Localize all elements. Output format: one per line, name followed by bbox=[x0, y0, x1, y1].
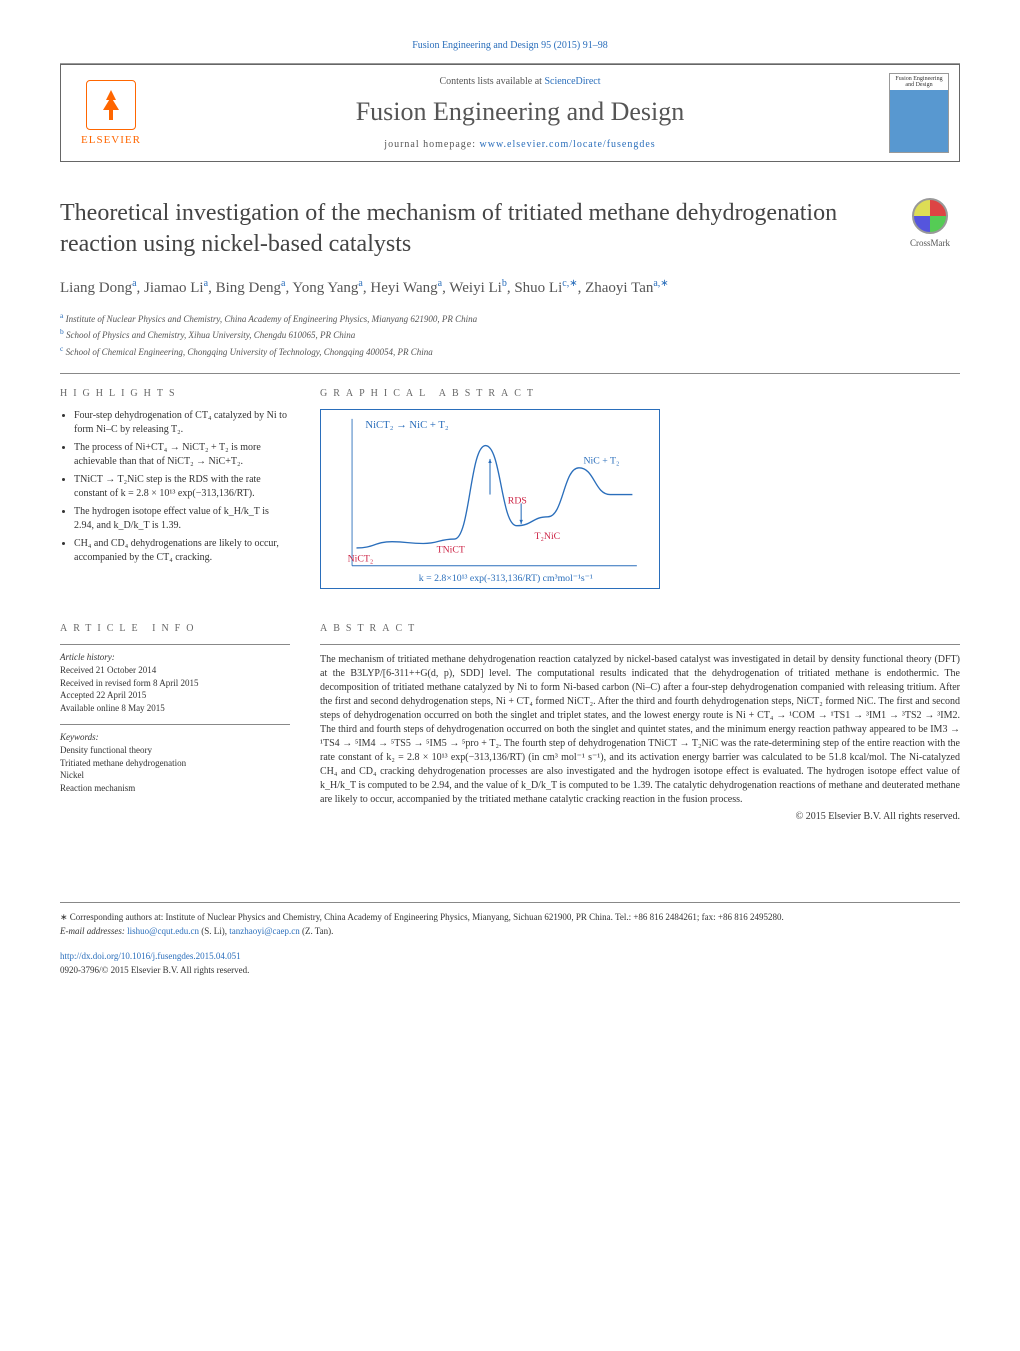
journal-homepage: journal homepage: www.elsevier.com/locat… bbox=[151, 139, 889, 150]
corresponding-author: ∗ Corresponding authors at: Institute of… bbox=[60, 911, 960, 925]
svg-text:RDS: RDS bbox=[508, 496, 527, 507]
abstract-text: The mechanism of tritiated methane dehyd… bbox=[320, 644, 960, 807]
highlight-item: CH₄ and CD₄ dehydrogenations are likely … bbox=[74, 537, 290, 565]
journal-cover-thumbnail: Fusion Engineering and Design bbox=[889, 73, 949, 153]
keyword-line: Reaction mechanism bbox=[60, 782, 290, 795]
abstract-heading: ABSTRACT bbox=[320, 623, 960, 634]
svg-text:TNiCT: TNiCT bbox=[437, 545, 465, 556]
article-info-heading: ARTICLE INFO bbox=[60, 623, 290, 634]
article-title: Theoretical investigation of the mechani… bbox=[60, 198, 880, 260]
email-label: E-mail addresses: bbox=[60, 926, 127, 936]
journal-reference: Fusion Engineering and Design 95 (2015) … bbox=[60, 40, 960, 51]
journal-header: ELSEVIER Contents lists available at Sci… bbox=[60, 64, 960, 162]
homepage-link[interactable]: www.elsevier.com/locate/fusengdes bbox=[480, 139, 656, 150]
contents-prefix: Contents lists available at bbox=[439, 76, 544, 87]
keywords-label: Keywords: bbox=[60, 732, 99, 742]
highlight-item: Four-step dehydrogenation of CT₄ catalyz… bbox=[74, 409, 290, 437]
keyword-line: Nickel bbox=[60, 769, 290, 782]
highlight-item: The process of Ni+CT₄ → NiCT₂ + T₂ is mo… bbox=[74, 441, 290, 469]
email-line: E-mail addresses: lishuo@cqut.edu.cn (S.… bbox=[60, 925, 960, 939]
crossmark-badge[interactable]: CrossMark bbox=[900, 198, 960, 248]
contents-line: Contents lists available at ScienceDirec… bbox=[151, 76, 889, 87]
history-line: Received in revised form 8 April 2015 bbox=[60, 677, 290, 690]
highlights-heading: HIGHLIGHTS bbox=[60, 388, 290, 399]
doi-link[interactable]: http://dx.doi.org/10.1016/j.fusengdes.20… bbox=[60, 951, 241, 961]
keywords-block: Keywords: Density functional theoryTriti… bbox=[60, 724, 290, 794]
sciencedirect-link[interactable]: ScienceDirect bbox=[544, 76, 600, 87]
svg-text:NiCT₂: NiCT₂ bbox=[348, 554, 374, 565]
affiliation-line: a Institute of Nuclear Physics and Chemi… bbox=[60, 310, 960, 327]
highlights-list: Four-step dehydrogenation of CT₄ catalyz… bbox=[74, 409, 290, 565]
emails: lishuo@cqut.edu.cn (S. Li), tanzhaoyi@ca… bbox=[127, 926, 333, 936]
crossmark-icon bbox=[912, 198, 948, 234]
highlight-item: TNiCT → T₂NiC step is the RDS with the r… bbox=[74, 473, 290, 501]
crossmark-label: CrossMark bbox=[900, 238, 960, 248]
affiliation-line: b School of Physics and Chemistry, Xihua… bbox=[60, 326, 960, 343]
svg-text:k = 2.8×10¹³ exp(-313,136/RT): k = 2.8×10¹³ exp(-313,136/RT) cm³mol⁻¹s⁻… bbox=[419, 573, 593, 584]
svg-text:NiCT₂ → NiC + T₂: NiCT₂ → NiC + T₂ bbox=[365, 419, 449, 431]
keyword-line: Density functional theory bbox=[60, 744, 290, 757]
footer: ∗ Corresponding authors at: Institute of… bbox=[60, 902, 960, 977]
doi-block: http://dx.doi.org/10.1016/j.fusengdes.20… bbox=[60, 950, 960, 977]
issn-line: 0920-3796/© 2015 Elsevier B.V. All right… bbox=[60, 965, 249, 975]
affiliations: a Institute of Nuclear Physics and Chemi… bbox=[60, 310, 960, 360]
divider bbox=[60, 373, 960, 374]
homepage-prefix: journal homepage: bbox=[384, 139, 479, 150]
svg-text:T₂NiC: T₂NiC bbox=[535, 531, 561, 542]
highlight-item: The hydrogen isotope effect value of k_H… bbox=[74, 505, 290, 533]
journal-title: Fusion Engineering and Design bbox=[151, 97, 889, 127]
graphical-abstract-chart: NiCT₂ → NiC + T₂ NiC + T₂ RDS T₂NiC TNiCT NiC… bbox=[320, 409, 660, 589]
history-label: Article history: bbox=[60, 652, 115, 662]
elsevier-tree-icon bbox=[86, 80, 136, 130]
copyright-line: © 2015 Elsevier B.V. All rights reserved… bbox=[320, 811, 960, 822]
authors-list: Liang Donga, Jiamao Lia, Bing Denga, Yon… bbox=[60, 276, 960, 300]
history-line: Available online 8 May 2015 bbox=[60, 702, 290, 715]
history-line: Accepted 22 April 2015 bbox=[60, 689, 290, 702]
affiliation-line: c School of Chemical Engineering, Chongq… bbox=[60, 343, 960, 360]
graphical-abstract-heading: GRAPHICAL ABSTRACT bbox=[320, 388, 960, 399]
history-line: Received 21 October 2014 bbox=[60, 664, 290, 677]
keyword-line: Tritiated methane dehydrogenation bbox=[60, 757, 290, 770]
elsevier-label: ELSEVIER bbox=[81, 134, 141, 146]
journal-cover-title: Fusion Engineering and Design bbox=[890, 74, 948, 90]
article-history: Article history: Received 21 October 201… bbox=[60, 644, 290, 714]
svg-text:NiC + T₂: NiC + T₂ bbox=[583, 456, 619, 467]
elsevier-logo: ELSEVIER bbox=[71, 73, 151, 153]
